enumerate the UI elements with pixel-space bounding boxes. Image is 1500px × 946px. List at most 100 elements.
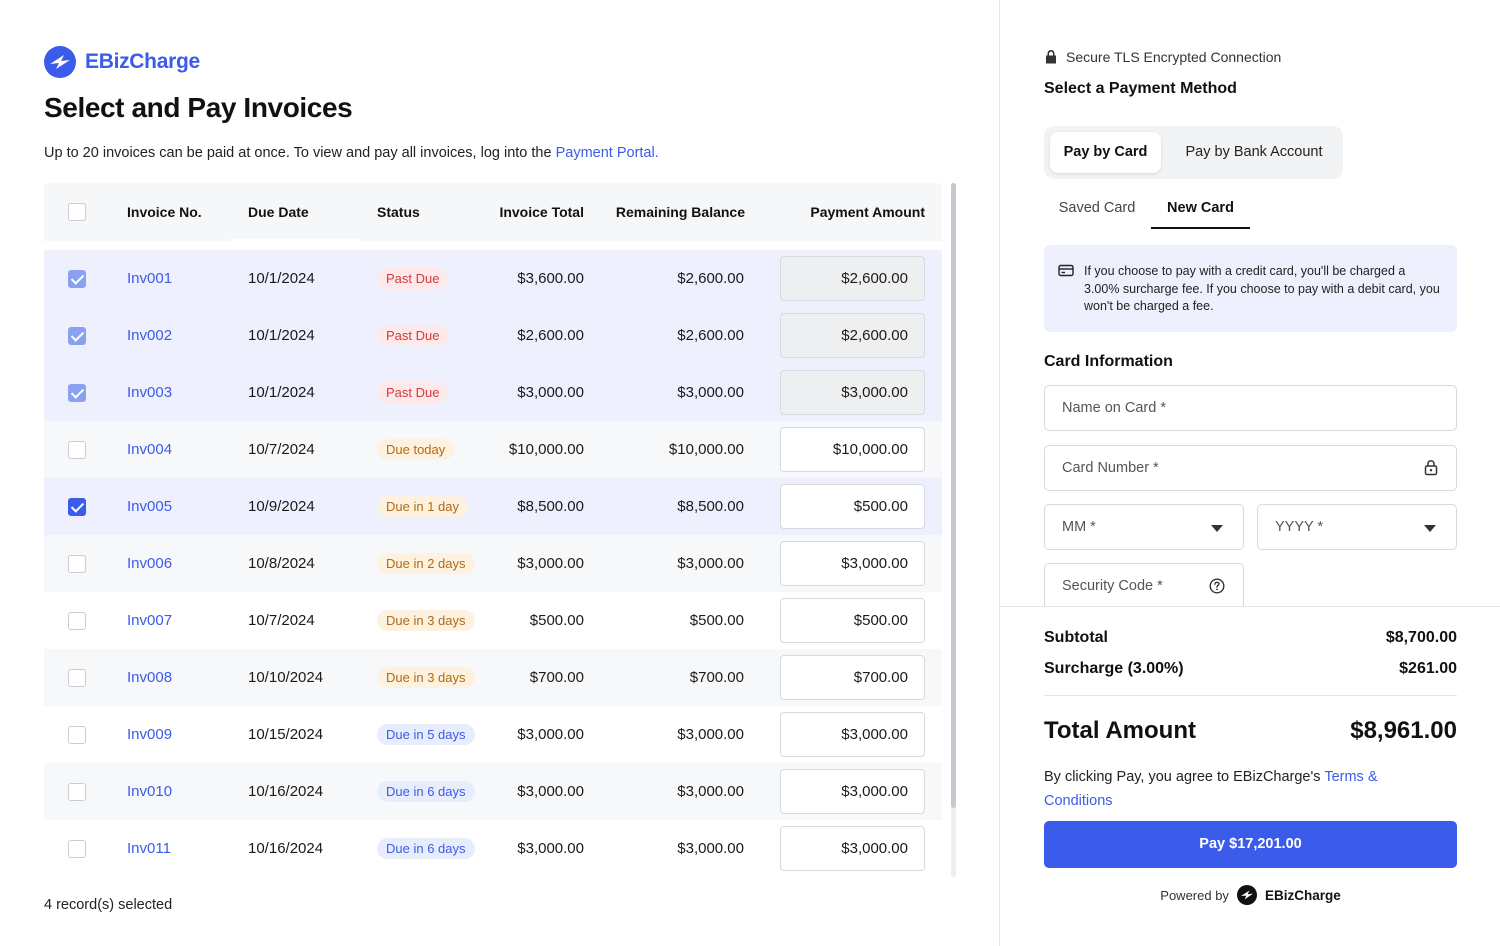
table-row[interactable]: Inv007 10/7/2024 Due in 3 days $500.00 $500.… bbox=[44, 592, 942, 649]
header-invoice-total[interactable]: Invoice Total bbox=[499, 204, 584, 220]
payment-amount-input[interactable]: $3,000.00 bbox=[780, 541, 925, 586]
expiry-year-select[interactable]: YYYY * bbox=[1257, 504, 1457, 550]
intro-copy: Up to 20 invoices can be paid at once. T… bbox=[44, 145, 552, 161]
pay-by-bank-account-button[interactable]: Pay by Bank Account bbox=[1185, 144, 1323, 160]
invoice-link[interactable]: Inv004 bbox=[127, 441, 173, 458]
invoice-link[interactable]: Inv003 bbox=[127, 384, 173, 401]
row-checkbox[interactable] bbox=[68, 440, 86, 459]
help-icon[interactable] bbox=[1209, 578, 1225, 594]
invoice-link[interactable]: Inv005 bbox=[127, 498, 173, 515]
total-value: $8,961.00 bbox=[1350, 717, 1457, 744]
table-row[interactable]: Inv004 10/7/2024 Due today $10,000.00 $10,00… bbox=[44, 421, 942, 478]
payment-amount-input[interactable]: $2,600.00 bbox=[780, 313, 925, 358]
row-checkbox[interactable] bbox=[68, 554, 86, 573]
subtotal-row: Subtotal $8,700.00 bbox=[1044, 629, 1457, 647]
row-checkbox[interactable] bbox=[68, 668, 86, 687]
payment-amount-input[interactable]: $700.00 bbox=[780, 655, 925, 700]
tab-saved-card[interactable]: Saved Card bbox=[1058, 200, 1136, 216]
table-scrollbar-thumb[interactable] bbox=[951, 183, 956, 808]
invoice-link[interactable]: Inv008 bbox=[127, 669, 173, 686]
table-row[interactable]: Inv008 10/10/2024 Due in 3 days $700.00 $700… bbox=[44, 649, 942, 706]
name-on-card-field[interactable]: Name on Card * bbox=[1044, 385, 1457, 431]
surcharge-notice-text: If you choose to pay with a credit card,… bbox=[1084, 264, 1440, 313]
row-checkbox[interactable] bbox=[68, 611, 86, 630]
table-row[interactable]: Inv006 10/8/2024 Due in 2 days $3,000.00 $3,… bbox=[44, 535, 942, 592]
status-badge: Due in 5 days bbox=[377, 724, 475, 745]
chevron-down-icon bbox=[1424, 525, 1436, 532]
invoice-link[interactable]: Inv007 bbox=[127, 612, 173, 629]
row-checkbox-cell bbox=[68, 820, 86, 877]
payment-amount-input[interactable]: $3,000.00 bbox=[780, 826, 925, 871]
header-invoice-no[interactable]: Invoice No. bbox=[127, 204, 202, 220]
remaining-balance: $3,000.00 bbox=[677, 840, 744, 857]
invoice-link[interactable]: Inv009 bbox=[127, 726, 173, 743]
row-checkbox[interactable] bbox=[68, 782, 86, 801]
expiry-month-select[interactable]: MM * bbox=[1044, 504, 1244, 550]
pay-button[interactable]: Pay $17,201.00 bbox=[1044, 821, 1457, 868]
row-checkbox[interactable] bbox=[68, 839, 86, 858]
status-cell: Due today bbox=[377, 421, 455, 478]
status-badge: Due in 6 days bbox=[377, 781, 475, 802]
select-all-checkbox[interactable] bbox=[68, 203, 86, 221]
row-checkbox[interactable] bbox=[68, 269, 86, 288]
row-checkbox-cell bbox=[68, 250, 86, 307]
table-row[interactable]: Inv005 10/9/2024 Due in 1 day $8,500.00 $8,5… bbox=[44, 478, 942, 535]
ebizcharge-logo-icon bbox=[1236, 885, 1257, 905]
payment-amount-input[interactable]: $500.00 bbox=[780, 484, 925, 529]
status-badge: Due today bbox=[377, 439, 455, 460]
due-date: 10/1/2024 bbox=[248, 270, 315, 287]
header-status[interactable]: Status bbox=[377, 204, 420, 220]
header-due-date[interactable]: Due Date bbox=[248, 204, 309, 220]
ebizcharge-logo-icon bbox=[44, 46, 76, 78]
payment-method-title: Select a Payment Method bbox=[1044, 80, 1237, 97]
table-row[interactable]: Inv010 10/16/2024 Due in 6 days $3,000.00 $3… bbox=[44, 763, 942, 820]
security-code-field[interactable]: Security Code * bbox=[1044, 563, 1244, 609]
payment-amount-input[interactable]: $3,000.00 bbox=[780, 370, 925, 415]
payment-amount-input[interactable]: $3,000.00 bbox=[780, 769, 925, 814]
header-payment-amount[interactable]: Payment Amount bbox=[810, 204, 925, 220]
payment-portal-link[interactable]: Payment Portal. bbox=[555, 145, 659, 161]
table-body: Inv001 10/1/2024 Past Due $3,600.00 $2,600.0… bbox=[44, 250, 942, 877]
payment-amount-input[interactable]: $500.00 bbox=[780, 598, 925, 643]
row-checkbox-cell bbox=[68, 706, 86, 763]
table-header-gap bbox=[44, 241, 942, 250]
due-date: 10/15/2024 bbox=[248, 726, 324, 743]
table-row[interactable]: Inv002 10/1/2024 Past Due $2,600.00 $2,600.0… bbox=[44, 307, 942, 364]
row-checkbox[interactable] bbox=[68, 725, 86, 744]
row-checkbox-cell bbox=[68, 307, 86, 364]
due-date: 10/7/2024 bbox=[248, 441, 315, 458]
row-checkbox[interactable] bbox=[68, 497, 86, 516]
table-row[interactable]: Inv011 10/16/2024 Due in 6 days $3,000.00 $3… bbox=[44, 820, 942, 877]
invoice-link[interactable]: Inv011 bbox=[127, 840, 171, 857]
table-scrollbar[interactable] bbox=[951, 183, 956, 877]
invoice-link[interactable]: Inv010 bbox=[127, 783, 173, 800]
pay-by-card-button[interactable]: Pay by Card bbox=[1050, 132, 1161, 173]
table-row[interactable]: Inv003 10/1/2024 Past Due $3,000.00 $3,000.0… bbox=[44, 364, 942, 421]
due-date: 10/10/2024 bbox=[248, 669, 324, 686]
payment-amount-input[interactable]: $3,000.00 bbox=[780, 712, 925, 757]
subtotal-value: $8,700.00 bbox=[1385, 629, 1457, 646]
table-row[interactable]: Inv001 10/1/2024 Past Due $3,600.00 $2,600.0… bbox=[44, 250, 942, 307]
header-sort-indicator bbox=[231, 239, 360, 242]
invoice-link[interactable]: Inv006 bbox=[127, 555, 173, 572]
invoice-link[interactable]: Inv002 bbox=[127, 327, 173, 344]
header-remaining-balance[interactable]: Remaining Balance bbox=[615, 204, 745, 220]
terms-link[interactable]: Terms & Conditions bbox=[1044, 769, 1378, 809]
remaining-balance: $700.00 bbox=[689, 669, 744, 686]
card-subtabs: Saved Card New Card bbox=[1044, 195, 1344, 230]
invoice-total: $3,000.00 bbox=[517, 555, 584, 572]
total-row: Total Amount $8,961.00 bbox=[1044, 717, 1457, 745]
status-badge: Due in 3 days bbox=[377, 610, 475, 631]
row-checkbox[interactable] bbox=[68, 383, 86, 402]
row-checkbox-cell bbox=[68, 763, 86, 820]
table-row[interactable]: Inv009 10/15/2024 Due in 5 days $3,000.00 $3… bbox=[44, 706, 942, 763]
tab-new-card[interactable]: New Card bbox=[1151, 195, 1250, 229]
card-number-field[interactable]: Card Number * bbox=[1044, 445, 1457, 491]
payment-amount-input[interactable]: $10,000.00 bbox=[780, 427, 925, 472]
row-checkbox[interactable] bbox=[68, 326, 86, 345]
lock-icon bbox=[1424, 460, 1438, 476]
invoice-total: $10,000.00 bbox=[508, 441, 584, 458]
remaining-balance: $10,000.00 bbox=[668, 441, 744, 458]
invoice-link[interactable]: Inv001 bbox=[127, 270, 173, 287]
payment-amount-input[interactable]: $2,600.00 bbox=[780, 256, 925, 301]
